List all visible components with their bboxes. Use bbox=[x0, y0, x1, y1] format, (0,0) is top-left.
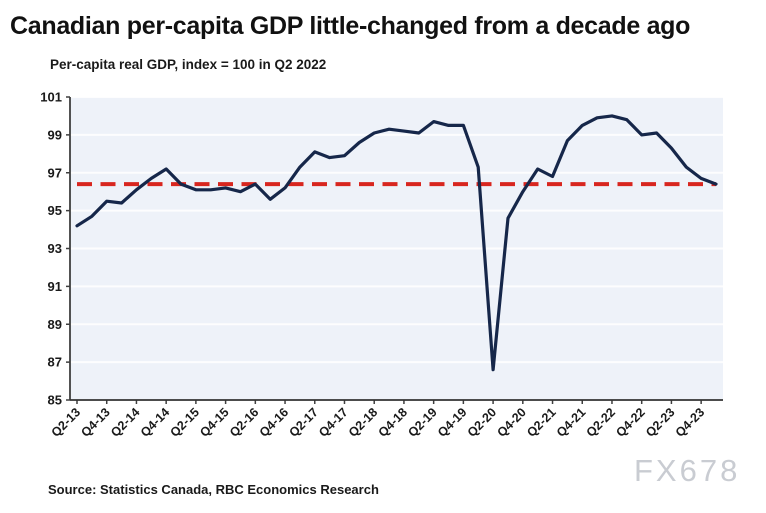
x-tick-label: Q4-20 bbox=[494, 405, 528, 439]
x-tick-label: Q4-19 bbox=[435, 405, 469, 439]
x-tick-label: Q4-21 bbox=[554, 405, 588, 439]
y-tick-label: 99 bbox=[48, 127, 62, 142]
y-tick-label: 97 bbox=[48, 165, 62, 180]
y-tick-label: 85 bbox=[48, 393, 62, 408]
x-tick-label: Q4-15 bbox=[197, 405, 231, 439]
source-note: Source: Statistics Canada, RBC Economics… bbox=[48, 482, 379, 497]
y-tick-label: 101 bbox=[40, 90, 62, 105]
x-tick-label: Q2-16 bbox=[227, 405, 261, 439]
chart-title: Canadian per-capita GDP little-changed f… bbox=[10, 12, 691, 40]
x-tick-label: Q2-15 bbox=[168, 405, 202, 439]
x-tick-label: Q4-17 bbox=[316, 405, 350, 439]
x-tick-label: Q2-23 bbox=[643, 405, 677, 439]
x-tick-label: Q2-13 bbox=[49, 405, 83, 439]
x-tick-label: Q4-14 bbox=[138, 405, 172, 439]
x-tick-label: Q4-22 bbox=[613, 405, 647, 439]
x-tick-label: Q4-23 bbox=[673, 405, 707, 439]
x-tick-label: Q2-17 bbox=[286, 405, 320, 439]
x-tick-label: Q4-13 bbox=[78, 405, 112, 439]
y-tick-label: 91 bbox=[48, 279, 62, 294]
x-tick-label: Q4-18 bbox=[376, 405, 410, 439]
x-tick-label: Q2-18 bbox=[346, 405, 380, 439]
y-tick-label: 95 bbox=[48, 203, 62, 218]
x-tick-label: Q2-22 bbox=[584, 405, 618, 439]
x-tick-label: Q4-16 bbox=[257, 405, 291, 439]
chart-subtitle: Per-capita real GDP, index = 100 in Q2 2… bbox=[50, 57, 327, 72]
y-tick-label: 93 bbox=[48, 241, 62, 256]
x-tick-label: Q2-21 bbox=[524, 405, 558, 439]
gdp-line bbox=[75, 114, 718, 372]
x-tick-label: Q2-19 bbox=[405, 405, 439, 439]
watermark: FX678 bbox=[634, 453, 741, 488]
y-tick-label: 89 bbox=[48, 317, 62, 332]
y-tick-label: 87 bbox=[48, 355, 62, 370]
x-tick-label: Q2-20 bbox=[465, 405, 499, 439]
x-tick-label: Q2-14 bbox=[108, 405, 142, 439]
